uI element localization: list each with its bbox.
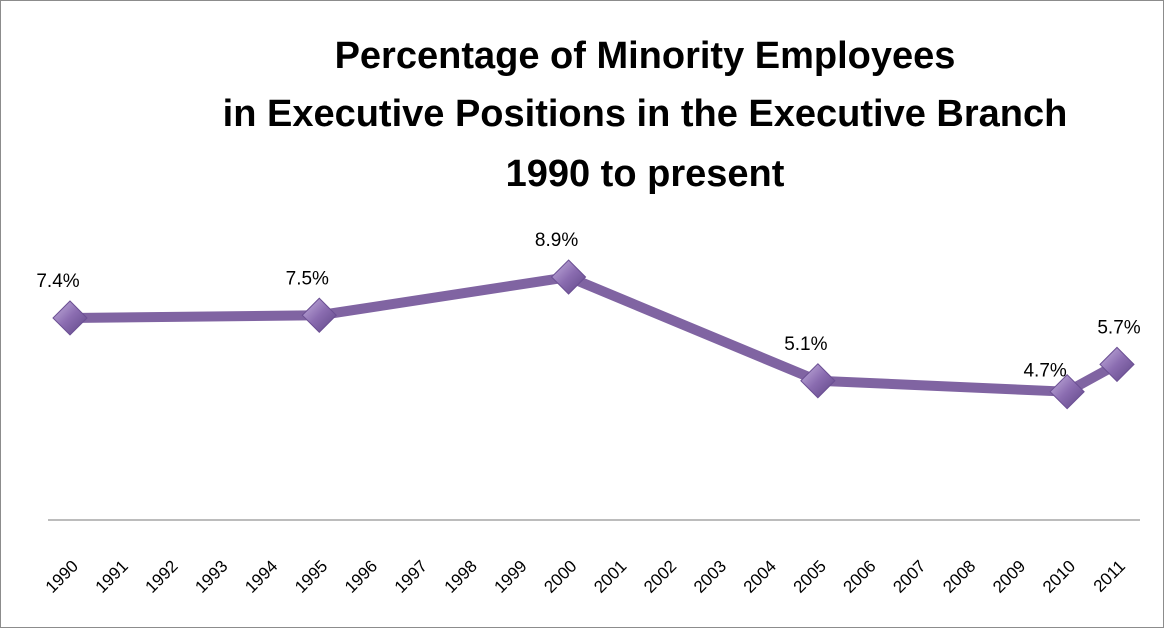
marker (1049, 373, 1085, 410)
chart-title: Percentage of Minority Employees (335, 35, 956, 77)
marker (550, 259, 587, 295)
data-label: 7.5% (286, 268, 329, 289)
marker (800, 363, 836, 399)
marker (301, 297, 337, 333)
data-label: 4.7% (1023, 361, 1066, 382)
data-label: 7.4% (36, 271, 79, 292)
marker (1099, 346, 1135, 383)
chart-title: in Executive Positions in the Executive … (223, 93, 1068, 135)
data-label: 5.1% (784, 334, 827, 355)
marker (52, 300, 88, 336)
chart-title: 1990 to present (506, 153, 785, 195)
data-label: 8.9% (535, 230, 578, 251)
data-label: 5.7% (1097, 317, 1140, 338)
